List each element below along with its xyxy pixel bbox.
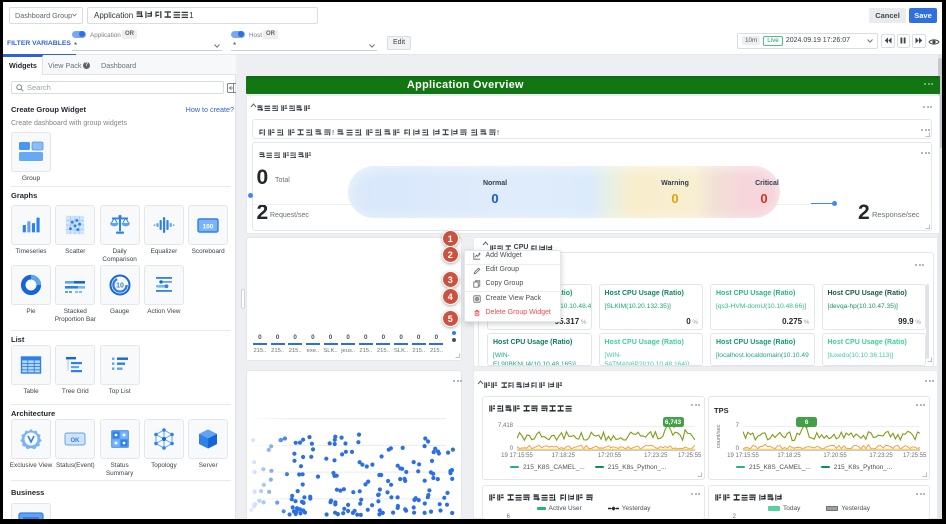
svg-text:100: 100 [203,224,214,231]
svg-text:10: 10 [116,283,124,290]
svg-text:OK: OK [71,438,81,444]
